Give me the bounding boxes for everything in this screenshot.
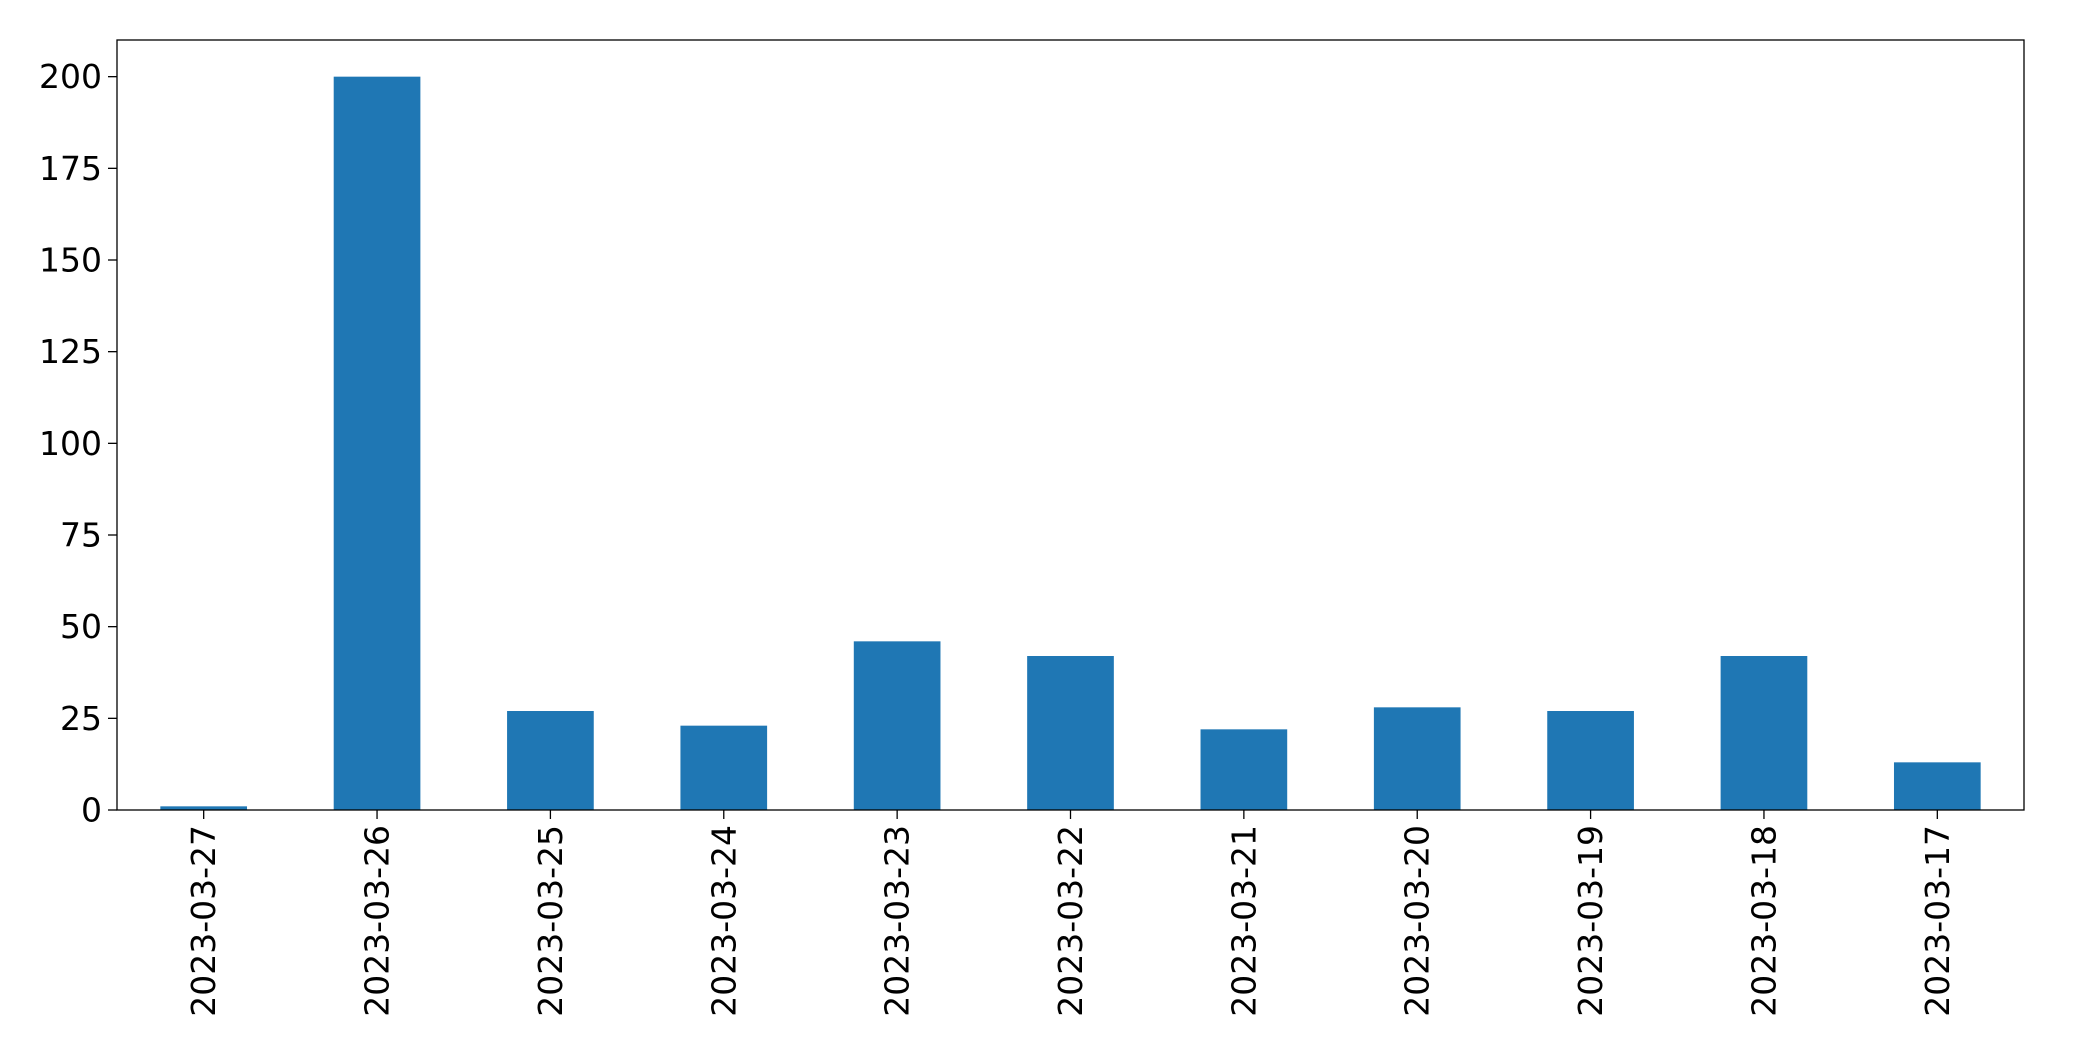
bar-2023-03-19 xyxy=(1547,711,1634,810)
x-tick-label: 2023-03-24 xyxy=(704,825,743,1017)
y-axis: 0 25 50 75 100 125 150 175 200 xyxy=(39,57,117,830)
y-tick-label: 50 xyxy=(60,607,102,646)
bar-2023-03-17 xyxy=(1893,762,1981,810)
x-tick-label: 2023-03-27 xyxy=(184,825,223,1017)
bar-2023-03-22 xyxy=(1027,656,1114,810)
y-tick-label: 175 xyxy=(39,149,102,188)
x-tick-label: 2023-03-19 xyxy=(1571,825,1610,1017)
y-tick-label: 75 xyxy=(60,516,102,555)
x-tick-label: 2023-03-26 xyxy=(358,825,397,1017)
x-tick-label: 2023-03-21 xyxy=(1224,825,1263,1017)
x-tick-label: 2023-03-17 xyxy=(1918,825,1957,1017)
bar-2023-03-27 xyxy=(160,806,248,810)
y-tick-label: 125 xyxy=(39,332,102,371)
y-tick-label: 100 xyxy=(39,424,102,463)
x-tick-label: 2023-03-20 xyxy=(1398,825,1437,1017)
y-tick-label: 200 xyxy=(39,57,102,96)
x-tick-label: 2023-03-25 xyxy=(531,825,570,1017)
bar-2023-03-26 xyxy=(333,76,421,810)
x-tick-label: 2023-03-22 xyxy=(1051,825,1090,1017)
bar-2023-03-18 xyxy=(1720,656,1808,810)
y-tick-label: 25 xyxy=(60,699,102,738)
bar-2023-03-21 xyxy=(1200,729,1288,810)
bar-2023-03-25 xyxy=(507,711,594,810)
bars-layer xyxy=(160,76,1981,810)
x-tick-label: 2023-03-23 xyxy=(878,825,917,1017)
x-axis: 2023-03-27 2023-03-26 2023-03-25 2023-03-24… xyxy=(184,810,1957,1017)
x-tick-label: 2023-03-18 xyxy=(1744,825,1783,1017)
bar-2023-03-23 xyxy=(853,641,941,810)
bar-2023-03-20 xyxy=(1373,707,1461,810)
y-tick-label: 0 xyxy=(81,791,102,830)
plot-frame xyxy=(116,39,2025,811)
bar-2023-03-24 xyxy=(680,725,768,810)
y-tick-label: 150 xyxy=(39,241,102,280)
